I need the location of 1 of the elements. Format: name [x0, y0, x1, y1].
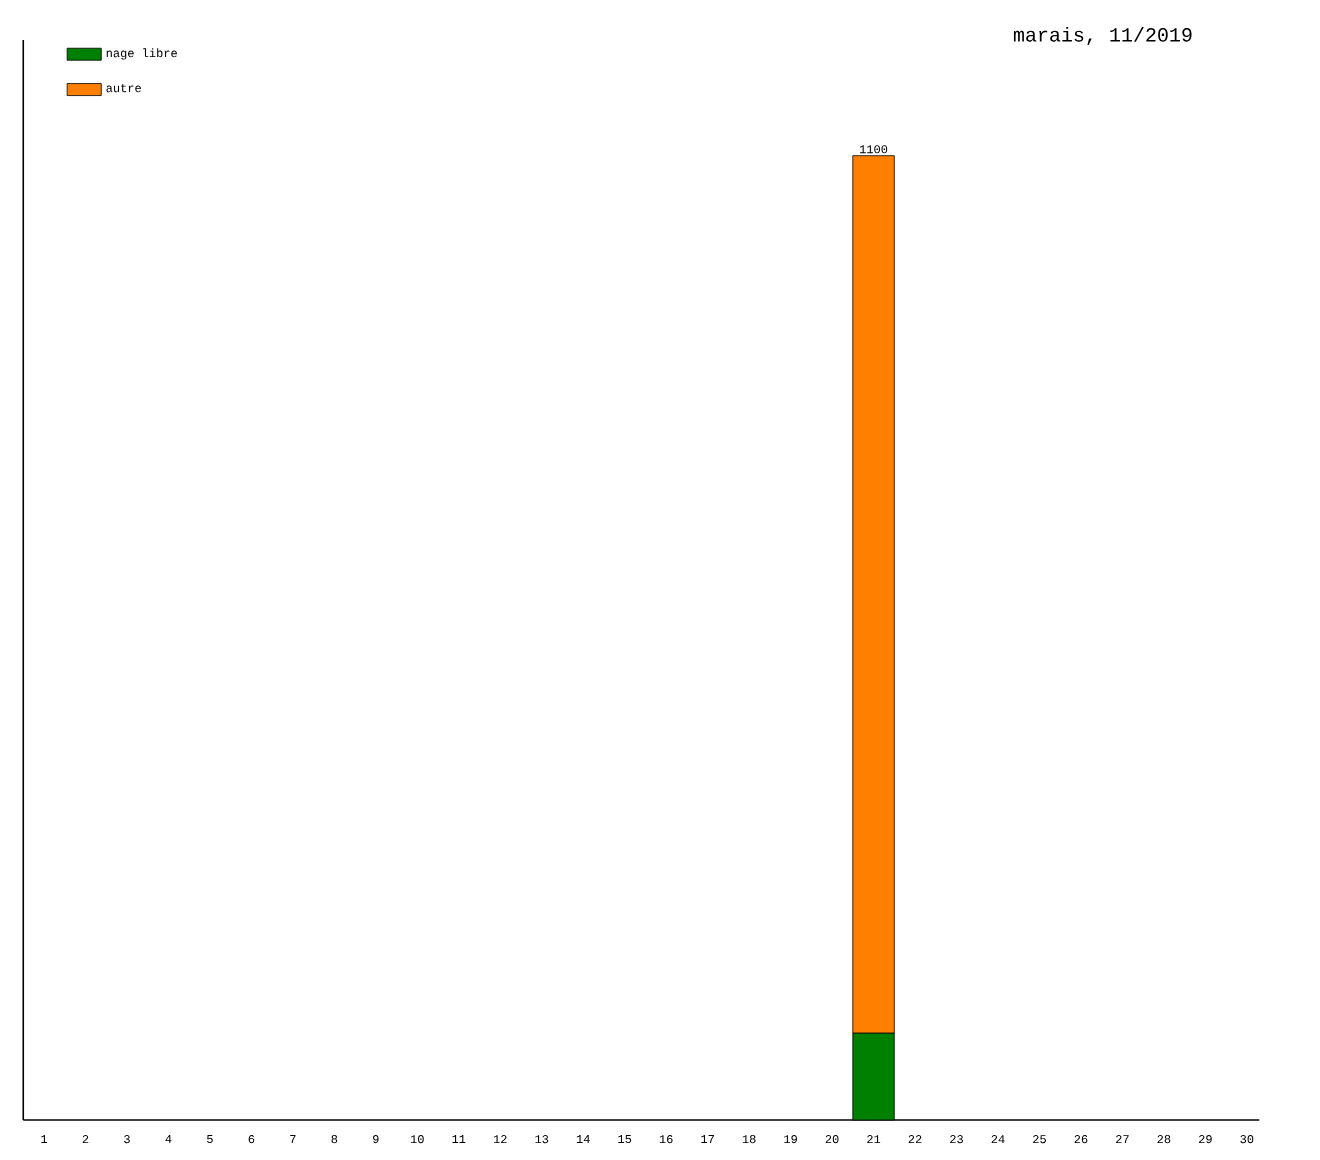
chart-title: marais, 11/2019 [1013, 26, 1192, 45]
